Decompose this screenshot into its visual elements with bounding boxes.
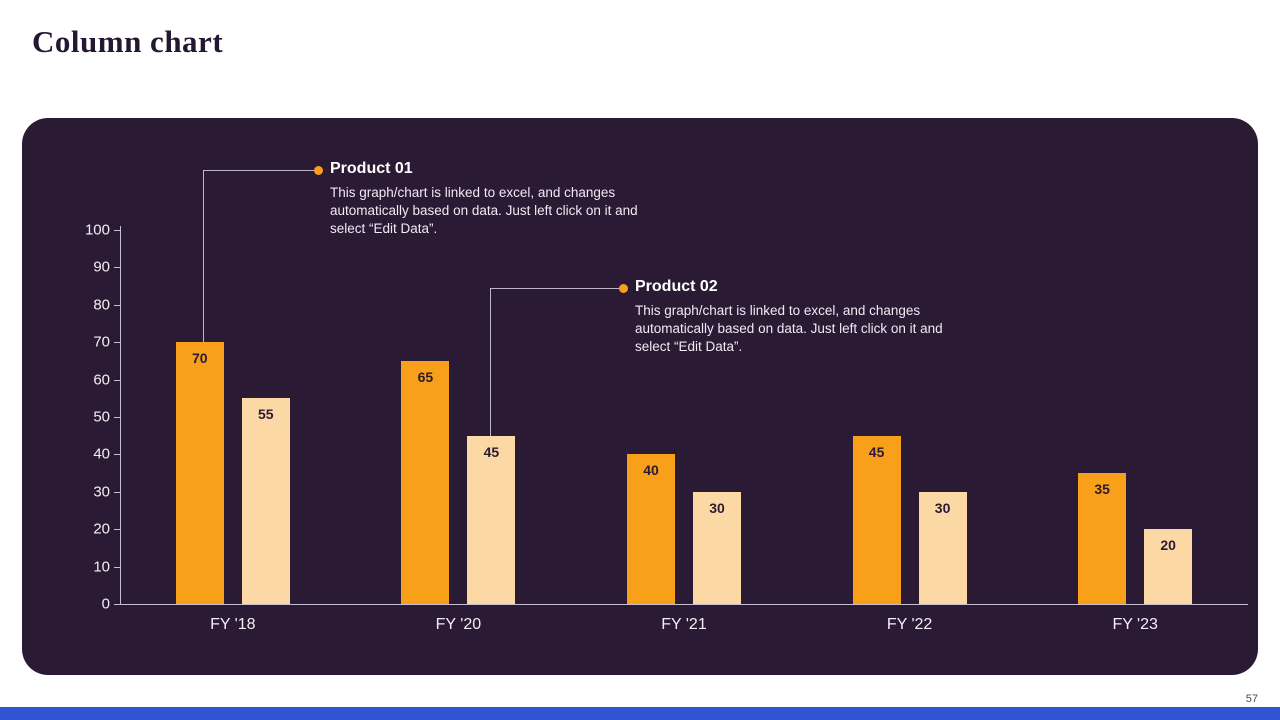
- bar-product-02-18: [241, 398, 290, 604]
- y-tick-mark: [114, 604, 120, 605]
- y-tick-mark: [114, 566, 120, 568]
- callout-connector: [203, 170, 204, 342]
- bar-value-label: 20: [1160, 537, 1176, 554]
- bar-value-label: 45: [868, 443, 885, 460]
- x-category-label: FY '22: [886, 616, 933, 633]
- bar-value-label: 55: [258, 406, 274, 423]
- y-axis-line: [120, 226, 121, 604]
- bar-value-label: 45: [483, 443, 500, 460]
- page-title: Column chart: [32, 24, 224, 59]
- bar-value-label: 70: [192, 350, 208, 367]
- x-category-label: FY '23: [1112, 616, 1158, 633]
- legend-dot-product-02: [619, 284, 628, 293]
- bar-product-01-21: [627, 454, 675, 604]
- bar-value-label: 40: [643, 462, 659, 479]
- y-tick-label: 90: [93, 258, 110, 276]
- bar-value-label: 30: [934, 499, 951, 516]
- bar-product-02-22: [918, 491, 967, 604]
- x-category-label: FY '18: [210, 616, 256, 633]
- callout-connector: [203, 170, 314, 171]
- y-tick-label: 60: [93, 371, 110, 389]
- chart-panel: 0 10 20 30 40 50 60 70 80 90 100 70 55 FY '18 65 45 FY '…: [22, 118, 1258, 675]
- bar-product-01-20: [401, 360, 450, 604]
- callout-connector: [490, 288, 491, 436]
- plot-area: 0 10 20 30 40 50 60 70 80 90 100 70 55 FY '18 65 45 FY '…: [22, 118, 1258, 675]
- y-tick-mark: [114, 417, 120, 418]
- callout-text-product-01: This graph/chart is linked to excel, and…: [330, 185, 638, 236]
- y-tick-mark: [114, 230, 120, 231]
- bar-product-02-21: [693, 491, 741, 604]
- page-number: 57: [1245, 693, 1258, 705]
- y-tick-label: 70: [93, 333, 110, 351]
- bar-product-02-23: [1144, 529, 1193, 604]
- legend-label-product-02: Product 02: [635, 278, 718, 295]
- y-tick-label: 50: [93, 408, 110, 426]
- bar-value-label: 35: [1094, 481, 1110, 498]
- footer-strip: [0, 707, 1280, 720]
- y-tick-label: 40: [93, 445, 110, 463]
- y-tick-mark: [114, 454, 120, 456]
- callout-text-product-02: This graph/chart is linked to excel, and…: [635, 303, 943, 354]
- y-tick-label: 80: [93, 296, 110, 314]
- x-axis-line: [120, 604, 1248, 605]
- y-tick-label: 10: [93, 558, 110, 576]
- bar-value-label: 65: [417, 368, 434, 385]
- legend-dot-product-01: [314, 166, 323, 175]
- y-tick-mark: [114, 267, 120, 269]
- y-tick-label: 100: [84, 221, 110, 239]
- y-tick-label: 20: [93, 520, 110, 538]
- x-category-label: FY '21: [661, 616, 707, 633]
- callout-connector: [490, 288, 619, 289]
- bar-product-01-18: [175, 342, 224, 604]
- y-tick-mark: [114, 379, 120, 381]
- y-tick-mark: [114, 342, 120, 344]
- bar-product-01-22: [852, 435, 901, 604]
- x-category-label: FY '20: [435, 616, 482, 633]
- bar-value-label: 30: [709, 499, 725, 516]
- y-tick-mark: [114, 304, 120, 306]
- y-tick-mark: [114, 529, 120, 531]
- y-tick-mark: [114, 491, 120, 493]
- y-tick-label: 30: [93, 483, 110, 501]
- bar-product-01-23: [1078, 473, 1127, 604]
- y-tick-label: 0: [101, 595, 110, 613]
- bar-product-02-20: [467, 435, 516, 604]
- legend-label-product-01: Product 01: [330, 160, 413, 177]
